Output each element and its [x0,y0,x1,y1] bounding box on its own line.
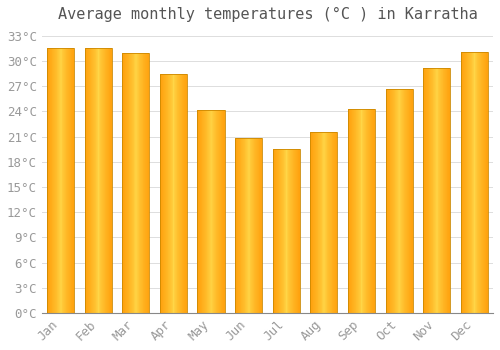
Bar [386,89,412,313]
Bar [198,110,224,313]
Title: Average monthly temperatures (°C ) in Karratha: Average monthly temperatures (°C ) in Ka… [58,7,478,22]
Bar [160,74,187,313]
Bar [460,52,488,313]
Bar [423,68,450,313]
Bar [47,48,74,313]
Bar [84,48,112,313]
Bar [348,109,375,313]
Bar [272,149,300,313]
Bar [235,138,262,313]
Bar [310,132,338,313]
Bar [122,52,150,313]
